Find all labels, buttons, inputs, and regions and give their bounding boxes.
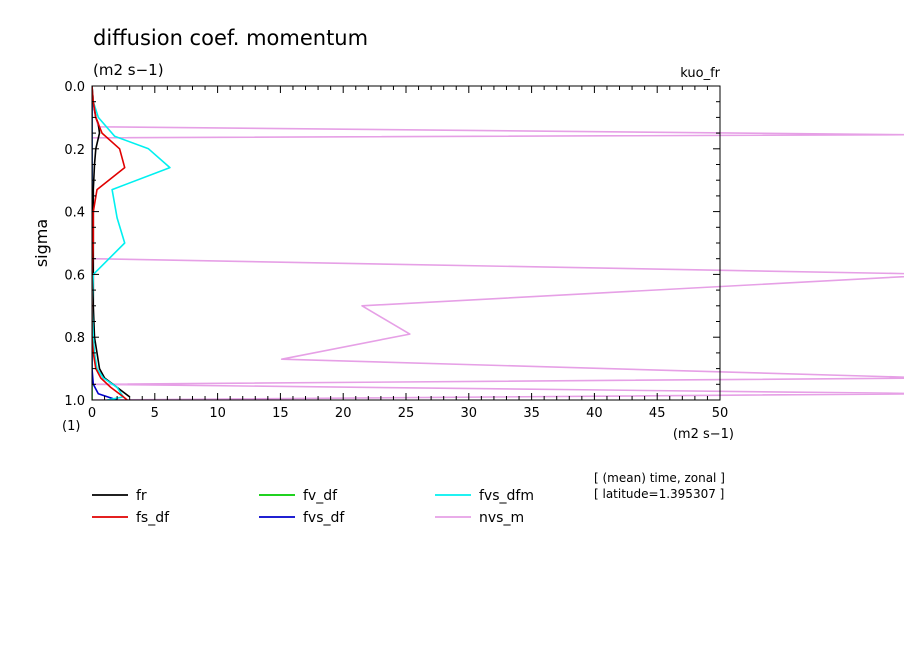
x-tick-label: 40 [586,406,603,421]
x-axis-label: (m2 s−1) [673,427,734,442]
x-tick-label: 50 [712,406,729,421]
x-tick-label: 30 [461,406,478,421]
y-tick-label: 0.2 [64,143,85,158]
chart-title: diffusion coef. momentum [93,26,368,50]
chart-subtitle: (m2 s−1) [93,61,164,79]
series-line-nvs-m [92,86,904,400]
legend-label-fs-df: fs_df [136,510,170,526]
x-tick-label: 25 [398,406,415,421]
y-tick-label: 1.0 [64,394,85,409]
legend-label-nvs-m: nvs_m [479,510,524,526]
x-tick-label: 35 [523,406,540,421]
x-tick-label: 10 [209,406,226,421]
legend-label-fr: fr [136,488,147,504]
run-label: kuo_fr [680,66,720,81]
series-layer [92,86,904,400]
y-axis-label: sigma [32,219,51,267]
x-tick-label: 15 [272,406,289,421]
x-tick-label: 0 [88,406,96,421]
note-time-zonal: [ (mean) time, zonal ] [594,471,725,485]
series-line-fvs-dfm [92,86,171,400]
y-unit-label: (1) [62,419,80,434]
plot-frame [91,85,721,401]
y-tick-label: 0.8 [64,331,85,346]
y-tick-label: 0.6 [64,268,85,283]
series-line-fvs-df [92,86,118,400]
y-tick-label: 0.4 [64,206,85,221]
note-latitude: [ latitude=1.395307 ] [594,487,724,501]
legend-label-fv-df: fv_df [303,488,338,504]
legend-label-fvs-df: fvs_df [303,510,345,526]
y-axis-ticks: 0.0 0.2 0.4 0.6 0.8 1.0 [64,80,720,409]
legend: fr fs_df fv_df fvs_df fvs_dfm nvs_m [92,488,534,526]
legend-label-fvs-dfm: fvs_dfm [479,488,534,504]
y-tick-label: 0.0 [64,80,85,95]
x-tick-label: 5 [151,406,159,421]
x-axis-ticks: 0 5 10 15 20 25 30 35 40 45 50 [88,86,728,421]
x-tick-label: 45 [649,406,666,421]
x-tick-label: 20 [335,406,352,421]
